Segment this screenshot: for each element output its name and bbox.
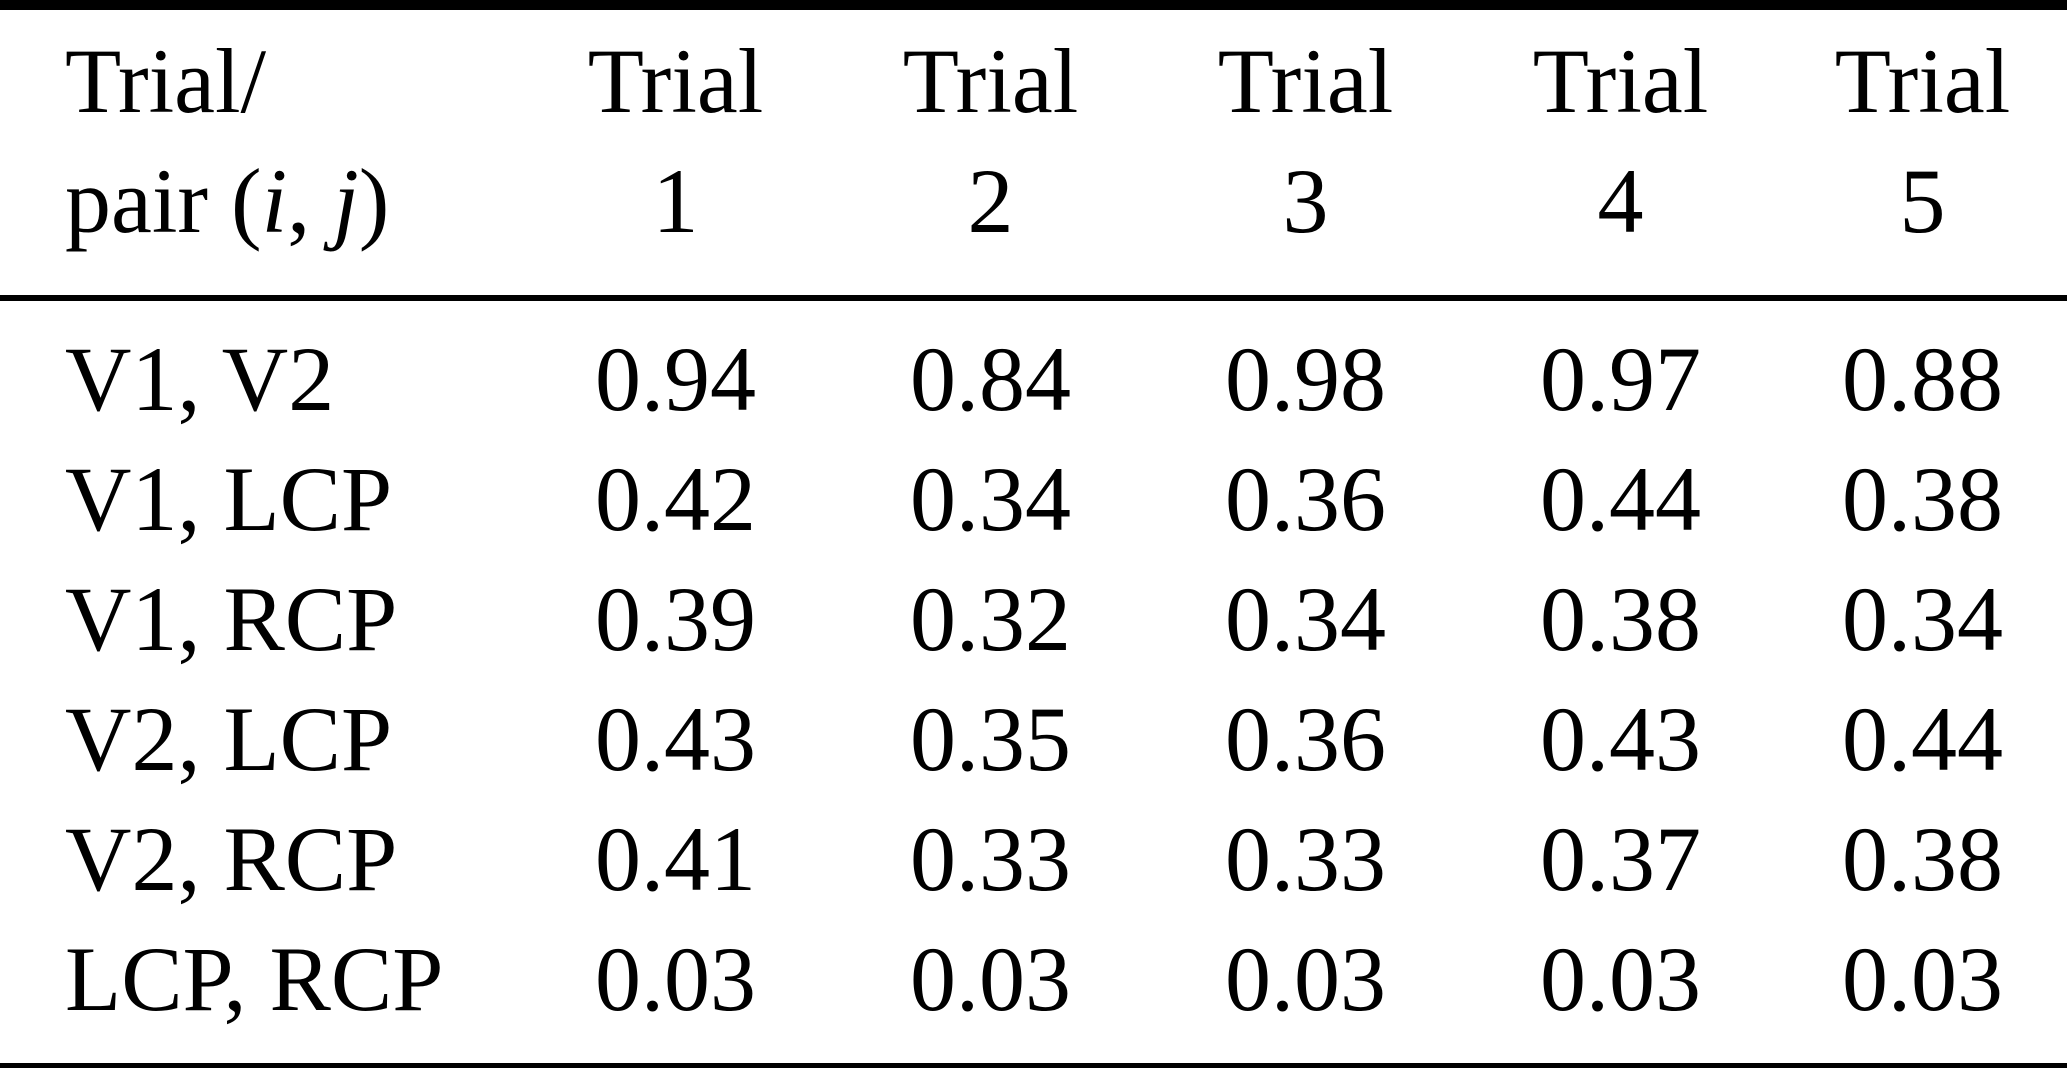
row-label: LCP, RCP bbox=[65, 928, 444, 1031]
value-cell: 0.03 bbox=[595, 928, 756, 1031]
value-cell: 0.03 bbox=[1540, 928, 1701, 1031]
table-row: V2, LCP 0.43 0.35 0.36 0.43 0.44 bbox=[0, 679, 2067, 799]
value-cell: 0.36 bbox=[1225, 688, 1386, 791]
value-cell: 0.42 bbox=[595, 448, 756, 551]
value-cell: 0.34 bbox=[1225, 568, 1386, 671]
table-row: V1, V2 0.94 0.84 0.98 0.97 0.88 bbox=[0, 298, 2067, 439]
value-cell: 0.88 bbox=[1842, 328, 2003, 431]
value-cell: 0.41 bbox=[595, 808, 756, 911]
corner-header-trial-pair: Trial/ pair (i, j) bbox=[0, 5, 518, 302]
value-cell: 0.97 bbox=[1540, 328, 1701, 431]
row-label: V1, V2 bbox=[65, 328, 335, 431]
table-row: LCP, RCP 0.03 0.03 0.03 0.03 0.03 bbox=[0, 919, 2067, 1067]
value-cell: 0.34 bbox=[1842, 568, 2003, 671]
value-cell: 0.43 bbox=[595, 688, 756, 791]
value-cell: 0.38 bbox=[1842, 448, 2003, 551]
math-var-i: i bbox=[261, 149, 288, 252]
math-var-j: j bbox=[333, 149, 359, 252]
corner-header-line1: Trial/ bbox=[65, 30, 267, 132]
value-cell: 0.32 bbox=[910, 568, 1071, 671]
row-label: V2, RCP bbox=[65, 808, 398, 911]
table-header: Trial/ pair (i, j) Trial 1 Trial 2 Trial… bbox=[0, 5, 2067, 302]
column-header-trial-5: Trial 5 bbox=[1778, 5, 2067, 302]
value-cell: 0.84 bbox=[910, 328, 1071, 431]
table-row: V1, RCP 0.39 0.32 0.34 0.38 0.34 bbox=[0, 559, 2067, 679]
row-label: V1, RCP bbox=[65, 568, 398, 671]
column-header-trial-1: Trial 1 bbox=[518, 5, 833, 302]
value-cell: 0.98 bbox=[1225, 328, 1386, 431]
value-cell: 0.03 bbox=[1842, 928, 2003, 1031]
value-cell: 0.33 bbox=[910, 808, 1071, 911]
value-cell: 0.36 bbox=[1225, 448, 1386, 551]
table-row: V1, LCP 0.42 0.34 0.36 0.44 0.38 bbox=[0, 439, 2067, 559]
value-cell: 0.39 bbox=[595, 568, 756, 671]
column-header-trial-2: Trial 2 bbox=[833, 5, 1148, 302]
table-row: V2, RCP 0.41 0.33 0.33 0.37 0.38 bbox=[0, 799, 2067, 919]
value-cell: 0.33 bbox=[1225, 808, 1386, 911]
row-label: V2, LCP bbox=[65, 688, 393, 791]
value-cell: 0.44 bbox=[1842, 688, 2003, 791]
value-cell: 0.03 bbox=[1225, 928, 1386, 1031]
value-cell: 0.34 bbox=[910, 448, 1071, 551]
value-cell: 0.94 bbox=[595, 328, 756, 431]
corner-header-line2: pair (i, j) bbox=[65, 149, 390, 252]
value-cell: 0.35 bbox=[910, 688, 1071, 791]
value-cell: 0.37 bbox=[1540, 808, 1701, 911]
row-label: V1, LCP bbox=[65, 448, 393, 551]
header-row: Trial/ pair (i, j) Trial 1 Trial 2 Trial… bbox=[0, 5, 2067, 302]
column-header-trial-4: Trial 4 bbox=[1463, 5, 1778, 302]
value-cell: 0.03 bbox=[910, 928, 1071, 1031]
table-body: V1, V2 0.94 0.84 0.98 0.97 0.88 V1, LCP … bbox=[0, 298, 2067, 1067]
column-header-trial-3: Trial 3 bbox=[1148, 5, 1463, 302]
value-cell: 0.38 bbox=[1842, 808, 2003, 911]
value-cell: 0.44 bbox=[1540, 448, 1701, 551]
value-cell: 0.43 bbox=[1540, 688, 1701, 791]
value-cell: 0.38 bbox=[1540, 568, 1701, 671]
